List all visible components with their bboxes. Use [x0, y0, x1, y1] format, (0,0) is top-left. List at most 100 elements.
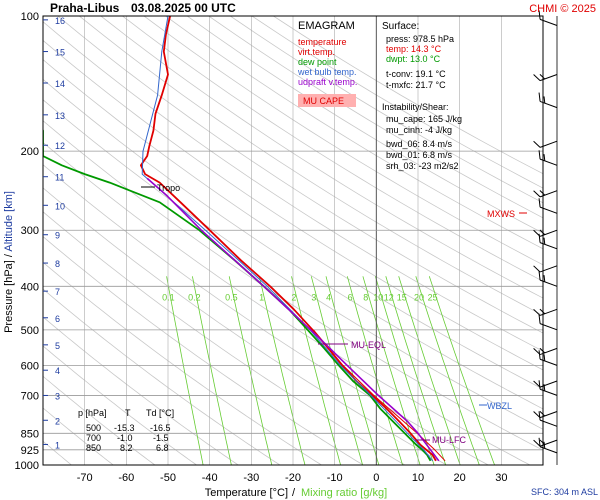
- x-tick-label: -20: [285, 472, 301, 484]
- legend-dew-point: dew point: [298, 57, 337, 67]
- altitude-tick-label: 16: [55, 16, 65, 26]
- dry-adiabat-line: [57, 16, 543, 334]
- dry-adiabat-line: [186, 16, 543, 234]
- pressure-tick-label: 300: [21, 225, 39, 237]
- altitude-tick-label: 5: [55, 341, 60, 351]
- x-tick-label: -10: [327, 472, 343, 484]
- mixing-ratio-label: 12: [384, 292, 394, 302]
- wind-barbs: [533, 10, 558, 465]
- mu-cape-swatch: [298, 94, 356, 107]
- mixing-ratio-label: 3: [311, 292, 316, 302]
- sfc-label: SFC: 304 m ASL: [531, 487, 598, 497]
- wind-barb: [538, 150, 558, 166]
- legend-temperature: temperature: [298, 37, 347, 47]
- dry-adiabat-line: [143, 16, 543, 266]
- t-conv: t-conv: 19.1 °C: [386, 69, 446, 79]
- series-dew-point: [43, 128, 432, 462]
- x-tick-label: 0: [373, 472, 379, 484]
- surface-title: Surface:: [382, 21, 419, 32]
- altitude-tick-label: 10: [55, 201, 65, 211]
- pressure-tick-label: 925: [21, 445, 39, 457]
- mu-cape: mu_cape: 165 J/kg: [386, 114, 462, 124]
- mixing-ratio-line: [385, 276, 447, 465]
- x-tick-label: -30: [243, 472, 259, 484]
- table-cell: -15.3: [114, 423, 135, 433]
- pressure-tick-label: 500: [21, 325, 39, 337]
- text-overlays: Praha-Libus 03.08.2025 00 UTC CHMI © 202…: [3, 1, 598, 499]
- surface-pressure: press: 978.5 hPa: [386, 34, 454, 44]
- background-lines: [43, 16, 543, 465]
- altitude-tick-label: 7: [55, 287, 60, 297]
- table-cell: 8.2: [120, 443, 133, 453]
- series-lines: [43, 16, 446, 462]
- wind-barb: [538, 198, 558, 214]
- srh-03: srh_03: -23 m2/s2: [386, 161, 459, 171]
- dry-adiabat-line: [43, 141, 531, 465]
- plot-frame: [42, 15, 544, 466]
- x-axis-title: Temperature [°C] / Mixing ratio [g/kg]: [205, 487, 387, 499]
- series-temperature: [139, 16, 437, 462]
- table-header-p: p [hPa]: [78, 408, 107, 418]
- mu-eql-label: MU-EQL: [351, 340, 386, 350]
- altitude-tick-label: 2: [55, 416, 60, 426]
- mixing-ratio-label: 1: [259, 292, 264, 302]
- station-title: Praha-Libus: [50, 1, 120, 15]
- mixing-ratio-line: [375, 276, 435, 465]
- pressure-tick-label: 400: [21, 281, 39, 293]
- altitude-tick-label: 15: [55, 48, 65, 58]
- mixing-ratio-label: 0.2: [188, 292, 201, 302]
- mixing-ratio-line: [310, 276, 363, 465]
- wind-barb: [538, 411, 558, 427]
- x-tick-label: -40: [202, 472, 218, 484]
- dry-adiabat-line: [230, 16, 543, 204]
- mixing-ratio-label: 6: [348, 292, 353, 302]
- mixing-ratio-label: 4: [326, 292, 331, 302]
- pressure-tick-label: 600: [21, 360, 39, 372]
- altitude-tick-label: 3: [55, 391, 60, 401]
- wind-barb: [538, 350, 558, 366]
- dry-adiabat-line: [122, 16, 543, 282]
- x-tick-label: -70: [77, 472, 93, 484]
- mu-cape-label: MU CAPE: [303, 96, 344, 106]
- mixing-ratio-line: [346, 276, 403, 465]
- mixing-ratio-label: 8: [363, 292, 368, 302]
- wbzl-label: WBZL: [487, 401, 512, 411]
- mixing-ratio-line: [325, 276, 380, 465]
- y-axis-label: Pressure [hPa] / Altitude [km]: [3, 191, 15, 333]
- pressure-tick-label: 700: [21, 390, 39, 402]
- table-cell: 700: [86, 433, 101, 443]
- series-wet-bulb-temp: [141, 16, 433, 462]
- copyright: CHMI © 2025: [529, 3, 596, 15]
- legend-wet-bulb: wet bulb temp.: [297, 67, 357, 77]
- surface-dwpt: dwpt: 13.0 °C: [386, 54, 441, 64]
- instability-title: Instability/Shear:: [382, 102, 449, 112]
- mixing-ratio-label: 20: [414, 292, 424, 302]
- table-header-t: T: [125, 408, 131, 418]
- altitude-tick-label: 13: [55, 111, 65, 121]
- dry-adiabat-line: [208, 16, 543, 219]
- altitude-tick-label: 4: [55, 366, 60, 376]
- mixing-ratio-label: 25: [428, 292, 438, 302]
- wind-barb: [533, 190, 558, 198]
- dry-adiabat-line: [43, 78, 543, 410]
- dry-adiabat-line: [79, 16, 543, 316]
- wind-barb: [538, 314, 558, 331]
- x-tick-label: 10: [412, 472, 424, 484]
- altitude-tick-label: 14: [55, 79, 65, 89]
- mixing-ratio-line: [166, 276, 204, 465]
- wind-barb: [533, 380, 558, 388]
- mixing-ratio-label: 2: [291, 292, 296, 302]
- mixing-ratio-line: [192, 276, 232, 465]
- axes: 0.1 0.2 0.5 1 2 3 4 6 8 10 12 15 20 25-70 -60 -50 -40 -30…: [15, 11, 544, 484]
- x-axis-label-mixing: Mixing ratio [g/kg]: [301, 487, 387, 499]
- mixing-ratio-line: [258, 276, 306, 465]
- surface-temp: temp: 14.3 °C: [386, 44, 442, 54]
- wind-barb: [538, 10, 558, 26]
- x-axis-label-temperature: Temperature [°C]: [205, 487, 288, 499]
- series-virt-temp: [313, 329, 446, 462]
- table-cell: -1.0: [117, 433, 133, 443]
- wind-barb: [533, 73, 558, 82]
- x-tick-label: -50: [160, 472, 176, 484]
- mixing-ratio-label: 10: [373, 292, 383, 302]
